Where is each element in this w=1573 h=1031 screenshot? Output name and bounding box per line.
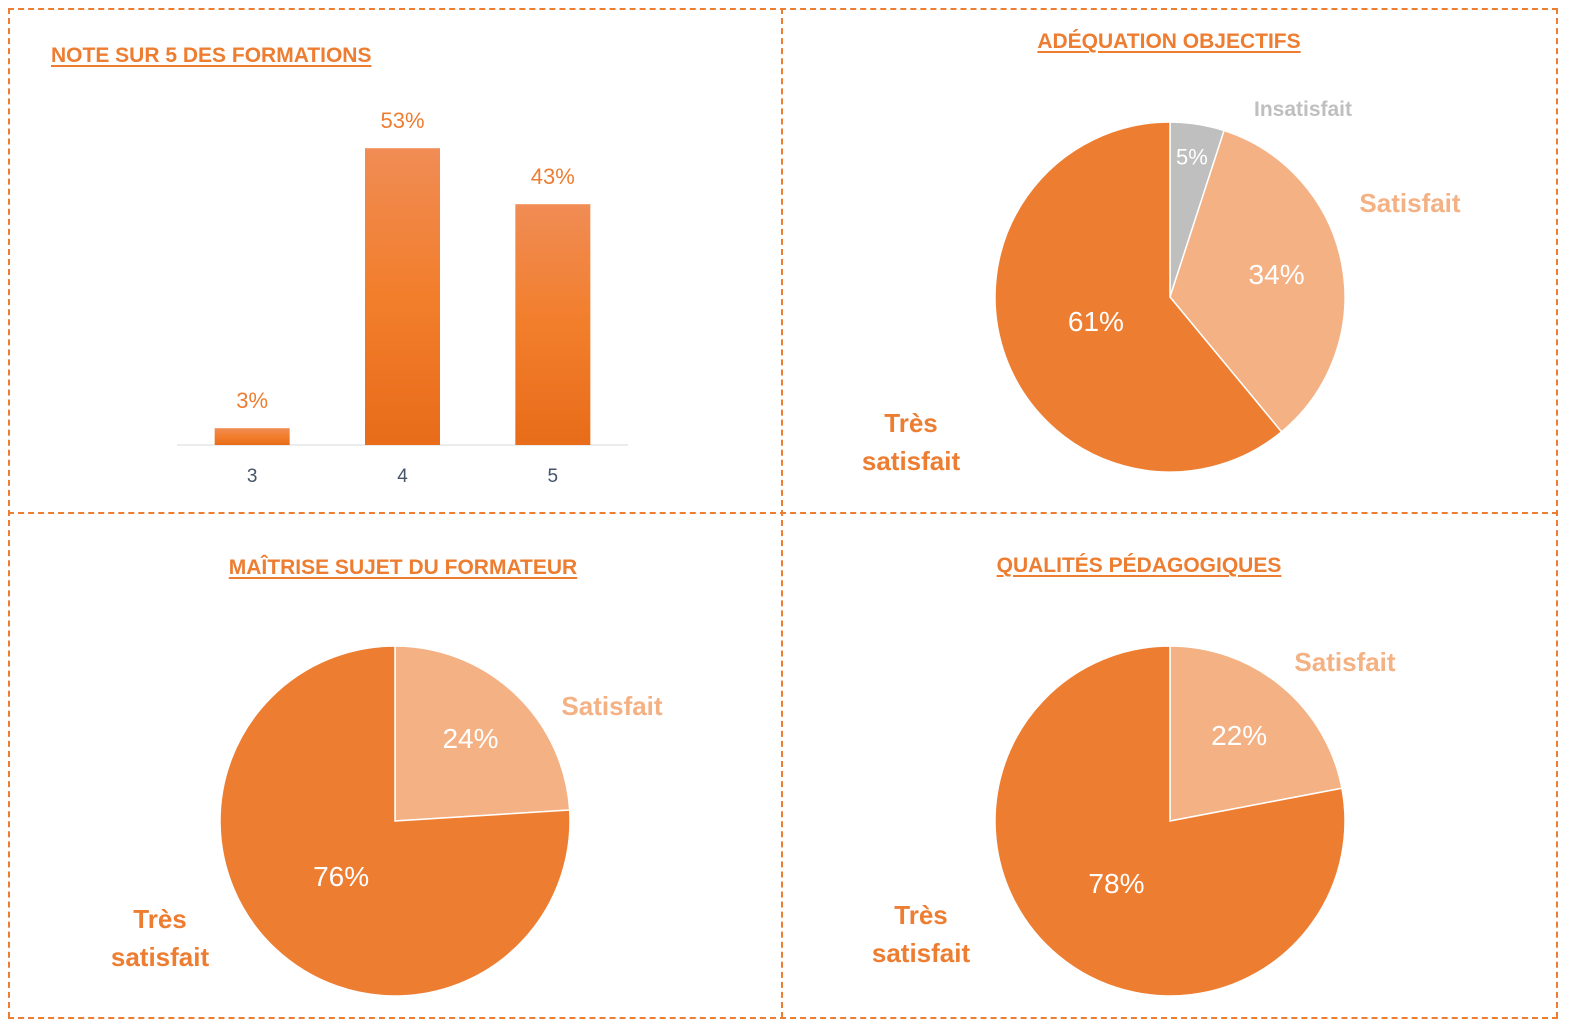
frame-top-border	[8, 8, 1558, 10]
pie-slice	[994, 121, 1283, 473]
frame-bottom-border	[8, 1017, 1558, 1019]
frame-right-border	[1556, 8, 1558, 1018]
panel-adequation-objectifs: ADÉQUATION OBJECTIFS 5% Insatisfait 34% Sat…	[783, 10, 1555, 510]
bar-value-label: 43%	[531, 164, 575, 189]
slice-category-label: Très	[133, 904, 187, 934]
pie-slice	[994, 645, 1346, 997]
slice-value-label: 76%	[313, 861, 369, 892]
x-tick-label: 4	[397, 466, 408, 487]
chart-title: MAÎTRISE SUJET DU FORMATEUR	[228, 556, 578, 579]
pie-chart: 5% Insatisfait 34% Satisfait 61% Très satisfai…	[862, 98, 1461, 476]
slice-category-label: Satisfait	[1294, 647, 1395, 677]
pie-slice	[394, 645, 571, 822]
chart-title: QUALITÉS PÉDAGOGIQUES	[996, 554, 1282, 577]
chart-title: ADÉQUATION OBJECTIFS	[1037, 30, 1301, 53]
slice-value-label: 61%	[1068, 306, 1124, 337]
pie-chart: 22% Satisfait 78% Très satisfait	[872, 645, 1396, 997]
slice-category-label: satisfait	[111, 942, 210, 972]
panel-maitrise-sujet: MAÎTRISE SUJET DU FORMATEUR 24% Satisfait…	[10, 514, 780, 1016]
slice-value-label: 34%	[1249, 259, 1305, 290]
slice-category-label: Très	[894, 900, 948, 930]
slice-category-label: satisfait	[862, 446, 961, 476]
slice-value-label: 22%	[1211, 720, 1267, 751]
pie-chart: 24% Satisfait 76% Très satisfait	[111, 645, 663, 997]
slice-value-label: 78%	[1088, 868, 1144, 899]
slice-category-label: Satisfait	[561, 691, 662, 721]
frame-left-border	[8, 8, 10, 1018]
slice-category-label: Très	[884, 408, 938, 438]
panel-qualites-pedagogiques: QUALITÉS PÉDAGOGIQUES 22% Satisfait 78% Trè…	[783, 514, 1555, 1016]
chart-title: NOTE SUR 5 DES FORMATIONS	[51, 44, 372, 67]
pie-slice	[1169, 645, 1343, 822]
x-tick-label: 5	[548, 466, 559, 487]
pie-slice	[1169, 129, 1346, 433]
slice-value-label: 24%	[442, 723, 498, 754]
bar-3	[214, 428, 290, 445]
bar-5	[515, 204, 591, 445]
frame-center-divider	[781, 8, 783, 1018]
x-tick-label: 3	[247, 466, 258, 487]
slice-category-label: Satisfait	[1359, 188, 1460, 218]
slice-category-label: Insatisfait	[1254, 98, 1352, 121]
slice-category-label: satisfait	[872, 938, 971, 968]
pie-slice	[219, 645, 571, 997]
bar-chart: 3% 3 53% 4 43% 5	[177, 108, 628, 487]
slice-value-label: 5%	[1176, 145, 1208, 170]
bar-value-label: 53%	[380, 108, 424, 133]
panel-note-formations: NOTE SUR 5 DES FORMATIONS 3% 3 53% 4 43% 5	[10, 10, 780, 510]
bar-4	[365, 148, 440, 445]
bar-value-label: 3%	[236, 388, 268, 413]
frame-middle-divider	[8, 512, 1558, 514]
